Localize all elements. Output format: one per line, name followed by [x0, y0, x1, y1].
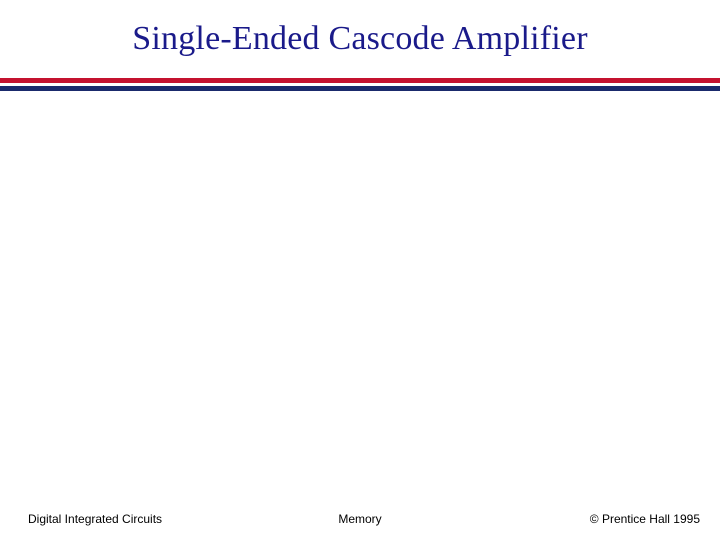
footer-center: Memory [338, 512, 381, 526]
slide: Single-Ended Cascode Amplifier Digital I… [0, 0, 720, 540]
divider [0, 78, 720, 91]
footer-left: Digital Integrated Circuits [28, 512, 162, 526]
slide-title: Single-Ended Cascode Amplifier [0, 20, 720, 58]
divider-stripe-bottom [0, 86, 720, 91]
footer-right: © Prentice Hall 1995 [590, 512, 700, 526]
